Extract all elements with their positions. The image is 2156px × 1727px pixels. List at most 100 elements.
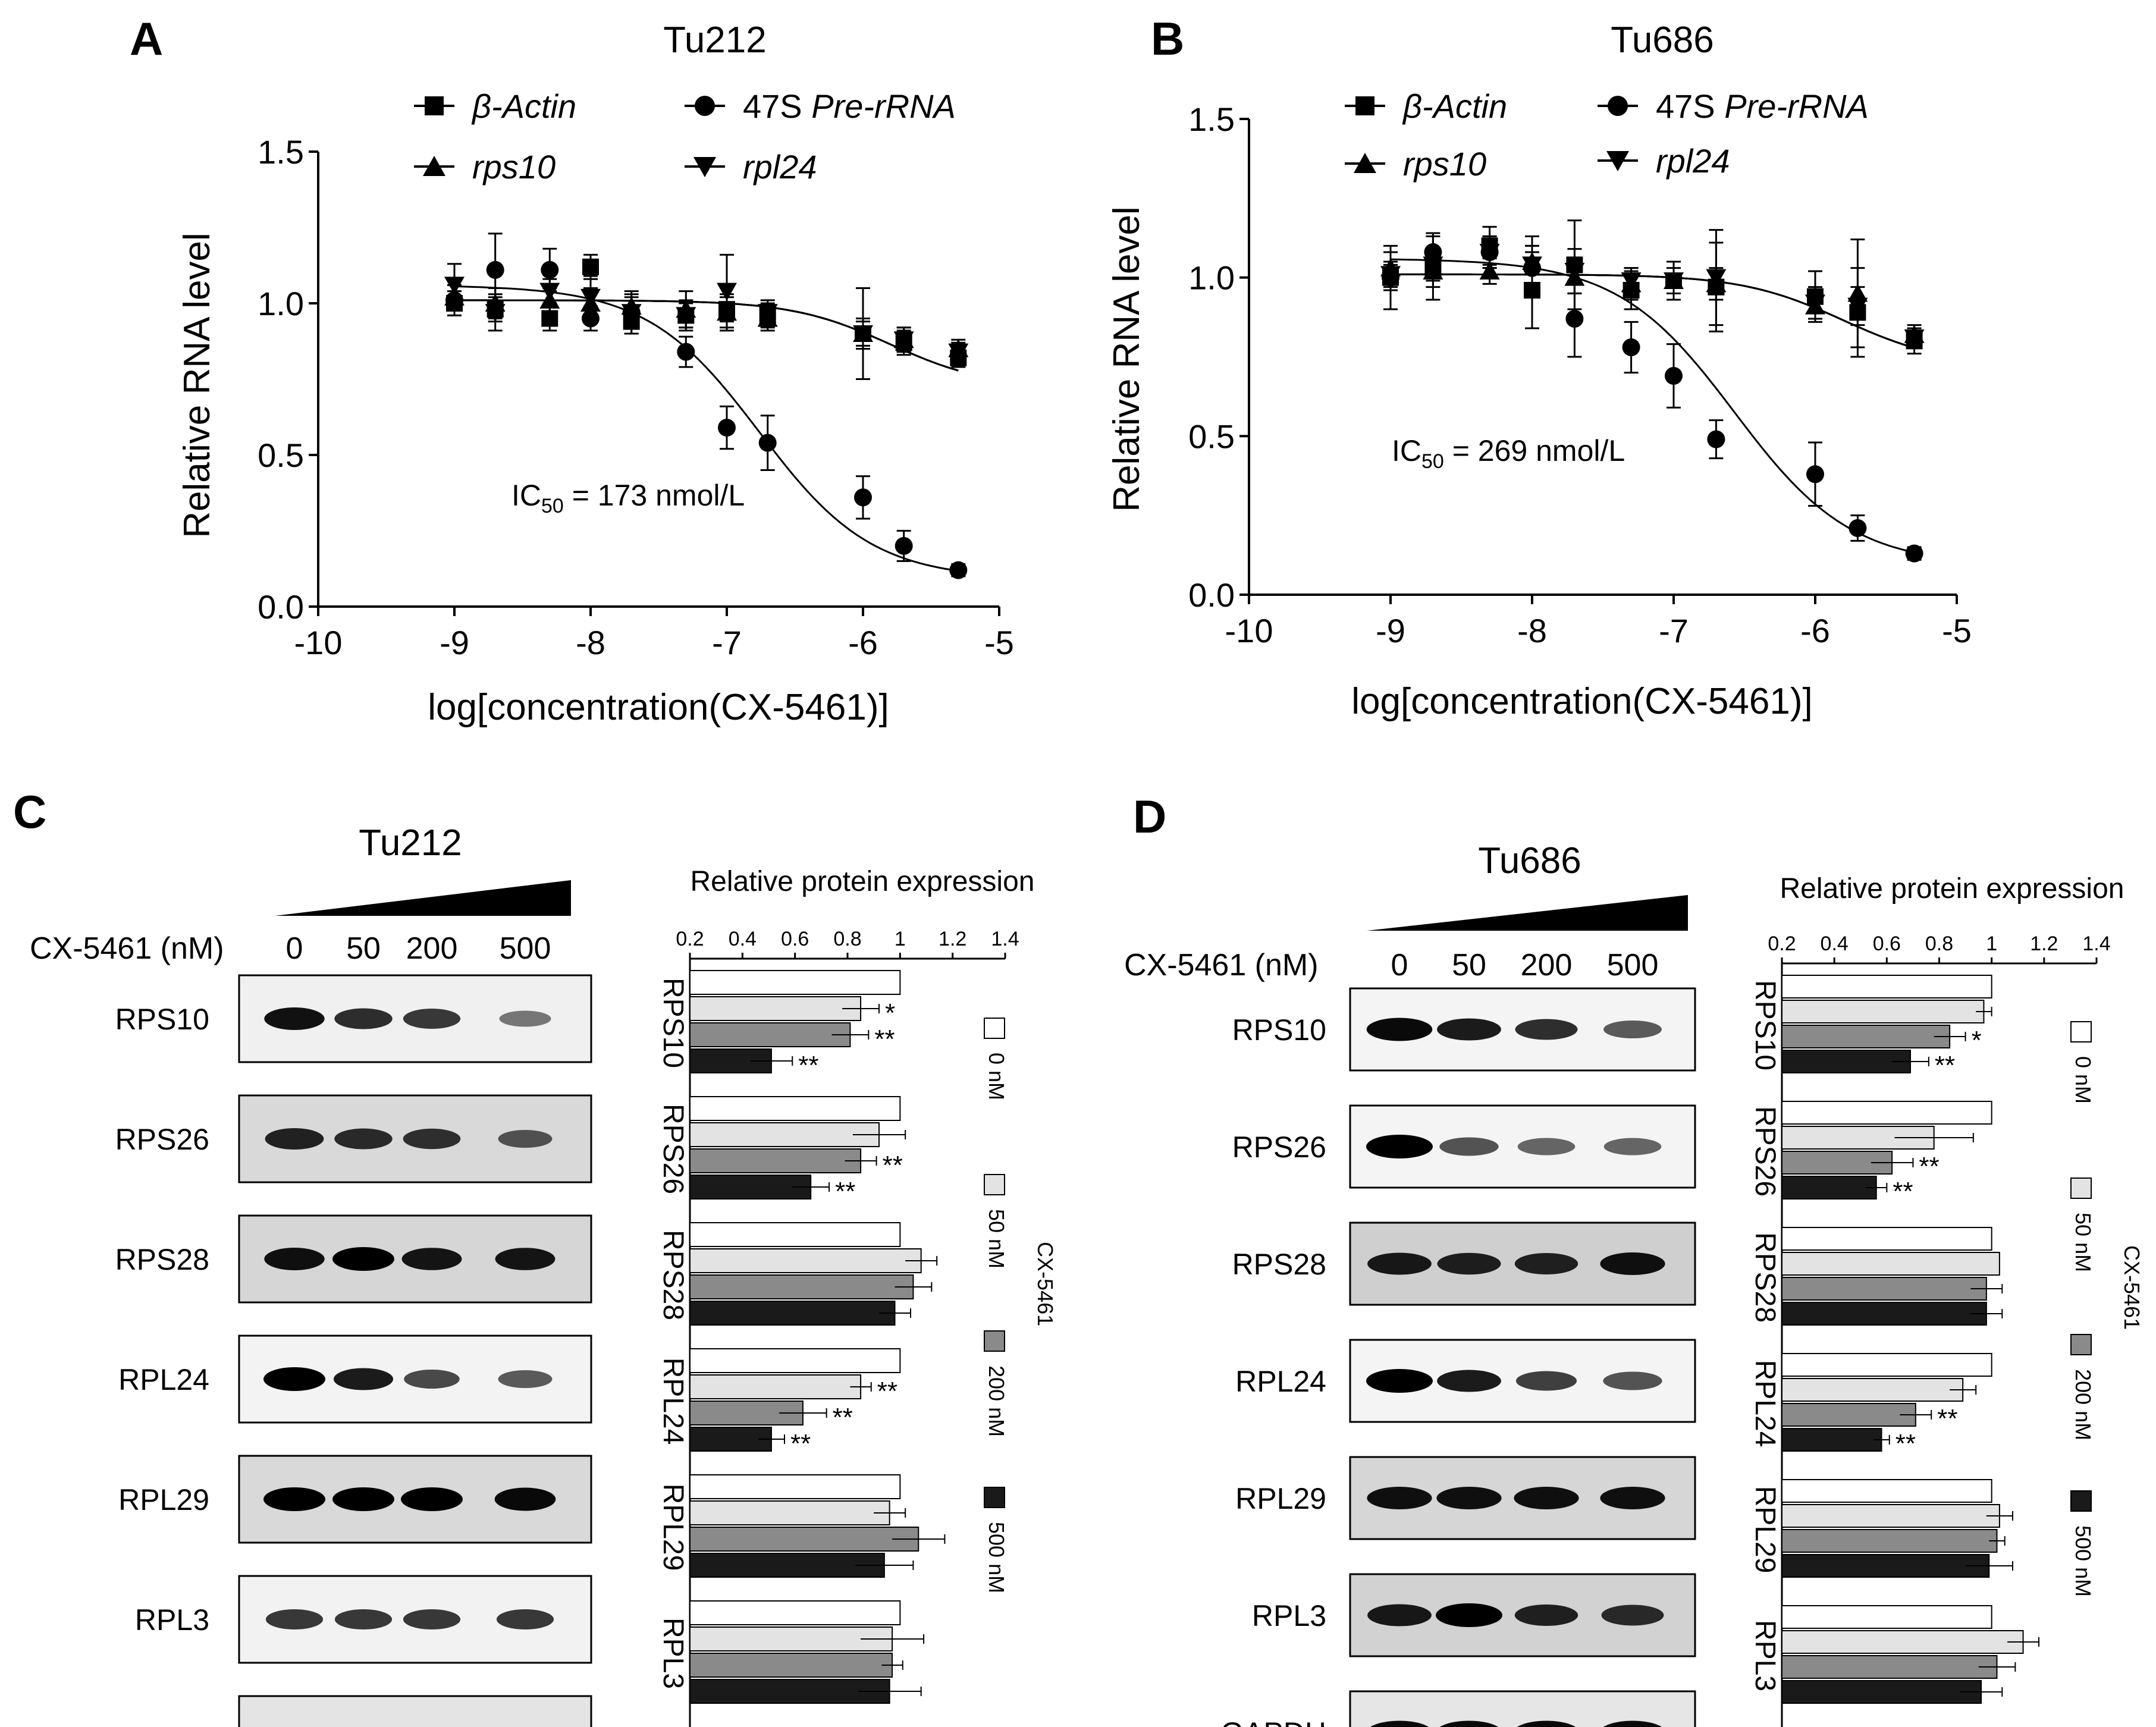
x-tick-label: 1 — [1986, 932, 1997, 955]
x-tick-label: -10 — [294, 624, 343, 661]
concentration-gradient-wedge — [275, 880, 571, 916]
protein-band — [1366, 1018, 1433, 1041]
x-tick-label: -6 — [848, 624, 878, 661]
data-point — [1707, 430, 1725, 448]
bar — [1781, 1302, 1987, 1326]
x-tick-label: 1.2 — [939, 928, 966, 950]
protein-band — [401, 1487, 463, 1511]
bar — [1781, 1554, 1990, 1578]
western-blots: RPS10 RPS26 RPS28 RPL24 RPL29 RPL3 GAPDH — [103, 974, 592, 1727]
lane-label: 50 — [346, 931, 381, 966]
x-tick-label: -5 — [1942, 612, 1972, 649]
panel-a-plot: -10 -9 -8 -7 -6 -5 0.0 0.5 1.0 1.5 β-Actin 47S Pre-… — [258, 87, 1014, 661]
bar — [689, 1148, 862, 1173]
lane-label: 500 — [1607, 948, 1659, 982]
protein-band — [334, 1609, 393, 1629]
protein-band — [1367, 1604, 1432, 1626]
legend-label: β-Actin — [471, 87, 576, 125]
ic50-prefix: IC — [511, 479, 541, 512]
protein-band — [1603, 1720, 1662, 1727]
bar — [689, 996, 862, 1021]
protein-band — [263, 1367, 325, 1391]
lane-label: 500 — [500, 931, 551, 966]
legend-marker — [1354, 153, 1376, 173]
legend-swatch — [984, 1487, 1005, 1508]
data-point — [541, 260, 559, 279]
panel-d-title: Tu686 — [1478, 840, 1581, 881]
legend-swatch — [2070, 1021, 2092, 1043]
band-label-rps10: RPS10 — [115, 1003, 209, 1036]
x-tick-label: 0.2 — [1768, 932, 1796, 955]
bar — [689, 1122, 880, 1147]
western-blots: RPS10 RPS26 RPS28 RPL24 RPL29 RPL3 GAPDH — [1220, 987, 1696, 1727]
legend-title: CX-5461 — [1033, 1242, 1057, 1326]
significance-marker: * — [1972, 1026, 1982, 1055]
bar — [689, 1274, 914, 1299]
category-label-rpl29: RPL29 — [1749, 1486, 1781, 1574]
panel-c: C Tu212 CX-5461 (nM) 0 50 200 500 RPS10 RPS2… — [13, 786, 1057, 1727]
ic50-subscript: 50 — [1421, 450, 1444, 473]
panel-a: A Tu212 -10 -9 -8 -7 -6 -5 0.0 0.5 1.0 1.5 β-Actin… — [130, 12, 1014, 728]
bar — [689, 1427, 772, 1452]
category-label-rpl3: RPL3 — [657, 1618, 689, 1689]
legend-swatch — [2070, 1178, 2092, 1199]
band-label-rps28: RPS28 — [1232, 1248, 1326, 1281]
panel-letter-c: C — [13, 786, 46, 838]
legend-marker — [695, 96, 715, 116]
x-tick-label: 0.2 — [676, 928, 704, 950]
bar — [1781, 1680, 1982, 1704]
protein-band — [1437, 1370, 1501, 1392]
fit-curve--actin — [454, 299, 959, 372]
x-tick-label: -6 — [1800, 612, 1830, 649]
protein-band — [1366, 1369, 1433, 1393]
data-point — [485, 304, 506, 322]
panel-b: B Tu686 -10 -9 -8 -7 -6 -5 0.0 0.5 1.0 1.5 β-Actin… — [1106, 12, 1972, 722]
legend-marker — [423, 156, 445, 176]
bar — [689, 1222, 901, 1247]
legend-label: 47S Pre-rRNA — [743, 87, 956, 125]
x-tick-label: -8 — [1517, 612, 1547, 649]
legend-label: 500 nM — [984, 1522, 1009, 1593]
x-tick-label: -9 — [440, 624, 469, 661]
band-label-gapdh: GAPDH — [1220, 1716, 1326, 1727]
ic50-subscript: 50 — [541, 495, 564, 517]
protein-band — [404, 1370, 460, 1389]
protein-band — [496, 1609, 554, 1629]
bar — [689, 1553, 885, 1578]
protein-band — [1603, 1138, 1662, 1155]
significance-marker: ** — [1893, 1177, 1913, 1206]
legend-swatch — [984, 1330, 1005, 1352]
significance-marker: ** — [790, 1429, 811, 1458]
bar — [1781, 1529, 1998, 1553]
y-tick-label: 1.0 — [258, 285, 304, 322]
panel-a-ylabel: Relative RNA level — [177, 233, 218, 538]
bar — [689, 1500, 890, 1525]
category-label-rps10: RPS10 — [1749, 980, 1781, 1070]
protein-band — [1436, 1487, 1502, 1509]
y-tick-label: 0.0 — [1188, 576, 1235, 614]
protein-band — [263, 1487, 325, 1511]
x-tick-label: 0.6 — [781, 928, 809, 950]
data-point — [717, 282, 737, 301]
protein-band — [401, 1248, 462, 1270]
data-point — [580, 288, 601, 307]
bar — [689, 1679, 890, 1704]
significance-marker: ** — [874, 1025, 895, 1054]
fit-curve-rpl24 — [454, 299, 959, 372]
treatment-label: CX-5461 (nM) — [30, 931, 224, 966]
panel-d: D Tu686 CX-5461 (nM) 0 50 200 500 RPS10 RPS2… — [1124, 790, 2144, 1727]
data-point — [1522, 256, 1542, 275]
band-label-rps10: RPS10 — [1232, 1013, 1326, 1047]
bar — [689, 1022, 851, 1047]
bar — [1781, 1277, 1987, 1301]
legend-label: 200 nM — [984, 1365, 1009, 1437]
lane-label: 200 — [406, 931, 458, 966]
legend-label: 47S Pre-rRNA — [1656, 87, 1869, 125]
bar — [1781, 1378, 1964, 1402]
legend-label: rpl24 — [1656, 142, 1730, 180]
data-point — [582, 258, 599, 275]
bar — [1781, 1630, 2024, 1654]
x-tick-label: -5 — [984, 624, 1014, 661]
